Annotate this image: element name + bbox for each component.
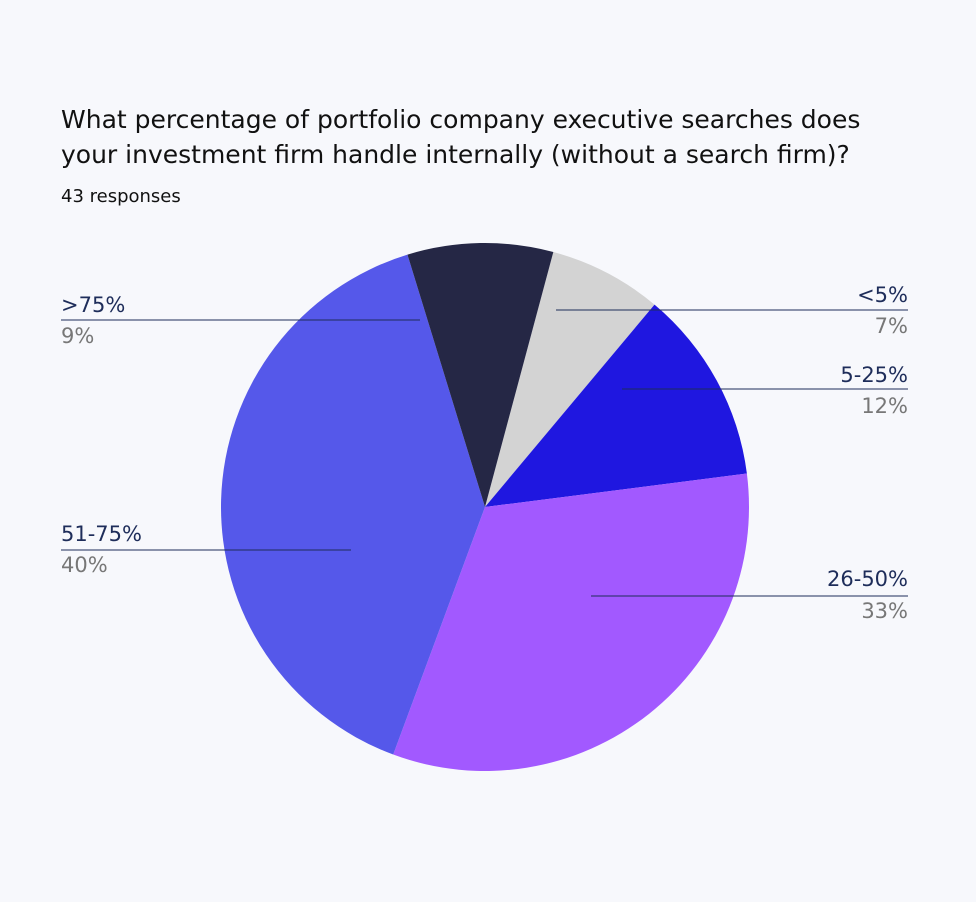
pie-slice [485, 304, 747, 507]
value-label: 12% [861, 394, 908, 418]
legend-label: <5% [857, 283, 908, 307]
legend-label: 5-25% [840, 363, 908, 387]
value-label: 7% [875, 314, 908, 338]
pie-slice [407, 242, 554, 507]
legend-label: 51-75% [61, 522, 142, 546]
chart-subtitle: 43 responses [61, 186, 181, 207]
legend-label: 26-50% [827, 567, 908, 591]
pie-slice [393, 473, 749, 772]
legend-label: >75% [61, 293, 125, 317]
pie-slice [485, 251, 655, 507]
value-label: 9% [61, 324, 94, 348]
value-label: 33% [861, 599, 908, 623]
pie-slice [220, 254, 486, 755]
value-label: 40% [61, 553, 108, 577]
chart-title: What percentage of portfolio company exe… [61, 105, 861, 169]
